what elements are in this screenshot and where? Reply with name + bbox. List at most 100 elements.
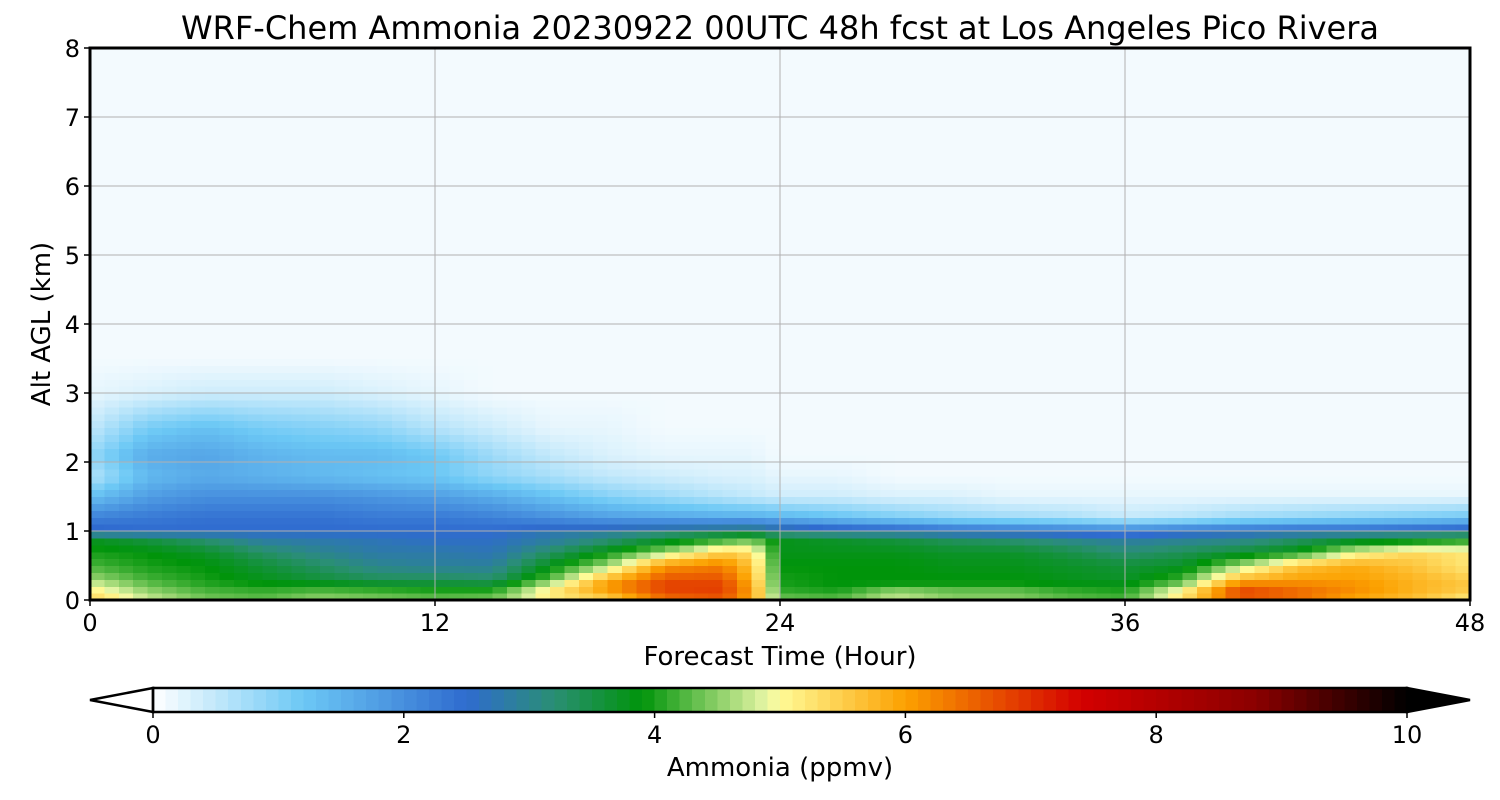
heat-cell	[578, 289, 594, 297]
heat-cell	[190, 558, 206, 567]
heat-cell	[1268, 565, 1284, 573]
heat-cell	[1110, 399, 1126, 408]
heat-cell	[363, 503, 379, 511]
heat-cell	[262, 475, 278, 484]
heat-cell	[1096, 365, 1112, 373]
heat-cell	[751, 337, 767, 346]
heat-cell	[550, 503, 565, 511]
heat-cell	[708, 448, 724, 456]
heat-cell	[966, 261, 982, 270]
heat-cell	[808, 531, 824, 539]
heat-cell	[521, 310, 537, 318]
heat-cell	[650, 386, 666, 394]
heat-cell	[564, 510, 580, 518]
heat-cell	[1053, 296, 1069, 304]
heat-cell	[1125, 593, 1140, 601]
heat-cell	[1383, 537, 1399, 546]
heat-cell	[1398, 372, 1414, 380]
heat-cell	[1067, 255, 1083, 263]
heat-cell	[966, 551, 982, 560]
heat-cell	[233, 441, 249, 449]
heat-cell	[463, 579, 479, 587]
heat-cell	[593, 268, 609, 277]
heat-cell	[679, 324, 695, 332]
heat-cell	[1211, 593, 1227, 601]
heat-cell	[564, 489, 580, 498]
heat-cell	[435, 586, 450, 594]
heat-cell	[1455, 386, 1471, 394]
heat-cell	[1311, 386, 1327, 394]
heat-cell	[851, 420, 867, 429]
heat-cell	[578, 386, 594, 394]
heat-cell	[1125, 537, 1140, 546]
heat-cell	[1081, 462, 1097, 470]
heat-cell	[521, 558, 537, 567]
heat-cell	[1283, 413, 1299, 422]
heat-cell	[248, 558, 264, 567]
heat-cell	[219, 351, 235, 360]
heat-cell	[205, 468, 220, 477]
heat-cell	[104, 517, 120, 525]
heat-cell	[233, 558, 249, 567]
heat-cell	[679, 261, 695, 270]
heat-cell	[823, 255, 839, 263]
heat-cell	[650, 275, 666, 284]
heat-cell	[765, 579, 781, 587]
heat-cell	[506, 510, 522, 518]
heat-cell	[176, 303, 192, 311]
heat-cell	[1383, 496, 1399, 504]
heat-cell	[1125, 448, 1140, 456]
heat-cell	[1010, 537, 1025, 546]
heat-cell	[1168, 365, 1184, 373]
heat-cell	[118, 310, 134, 318]
heat-cell	[219, 475, 235, 484]
heat-cell	[1211, 296, 1227, 304]
heat-cell	[550, 393, 565, 401]
heat-cell	[492, 482, 508, 491]
heat-cell	[1426, 324, 1442, 332]
heat-cell	[133, 537, 149, 546]
heat-cell	[377, 317, 393, 325]
heat-cell	[851, 289, 867, 297]
heat-cell	[1024, 503, 1040, 511]
heat-cell	[1211, 503, 1227, 511]
heat-cell	[1168, 386, 1184, 394]
heat-cell	[1010, 441, 1025, 449]
heat-cell	[823, 372, 839, 380]
heat-cell	[291, 565, 307, 573]
heat-cell	[938, 310, 954, 318]
heat-cell	[1067, 586, 1083, 594]
heat-cell	[348, 531, 364, 539]
heat-cell	[233, 386, 249, 394]
heat-cell	[607, 565, 623, 573]
heat-cell	[1355, 482, 1370, 491]
heat-cell	[535, 434, 551, 442]
heat-cell	[550, 282, 565, 291]
heat-cell	[305, 448, 321, 456]
heat-cell	[736, 544, 752, 553]
heat-cell	[1268, 282, 1284, 291]
heat-cell	[1024, 544, 1040, 553]
heat-cell	[1024, 496, 1040, 504]
heat-cell	[578, 296, 594, 304]
heat-cell	[837, 517, 853, 525]
heat-cell	[1096, 572, 1112, 580]
heat-cell	[291, 420, 307, 429]
heat-cell	[305, 565, 321, 573]
heat-cell	[104, 296, 120, 304]
heat-cell	[578, 489, 594, 498]
heat-cell	[679, 441, 695, 449]
heat-cell	[1024, 427, 1040, 435]
heat-cell	[708, 261, 724, 270]
heat-cell	[1038, 324, 1054, 332]
heat-cell	[909, 365, 925, 373]
heat-cell	[794, 330, 810, 339]
heat-cell	[176, 551, 192, 560]
heat-cell	[1240, 330, 1255, 339]
heat-cell	[578, 330, 594, 339]
heat-cell	[736, 268, 752, 277]
heat-cell	[305, 427, 321, 435]
heat-cell	[449, 261, 465, 270]
heat-cell	[938, 531, 954, 539]
heat-cell	[1010, 420, 1025, 429]
